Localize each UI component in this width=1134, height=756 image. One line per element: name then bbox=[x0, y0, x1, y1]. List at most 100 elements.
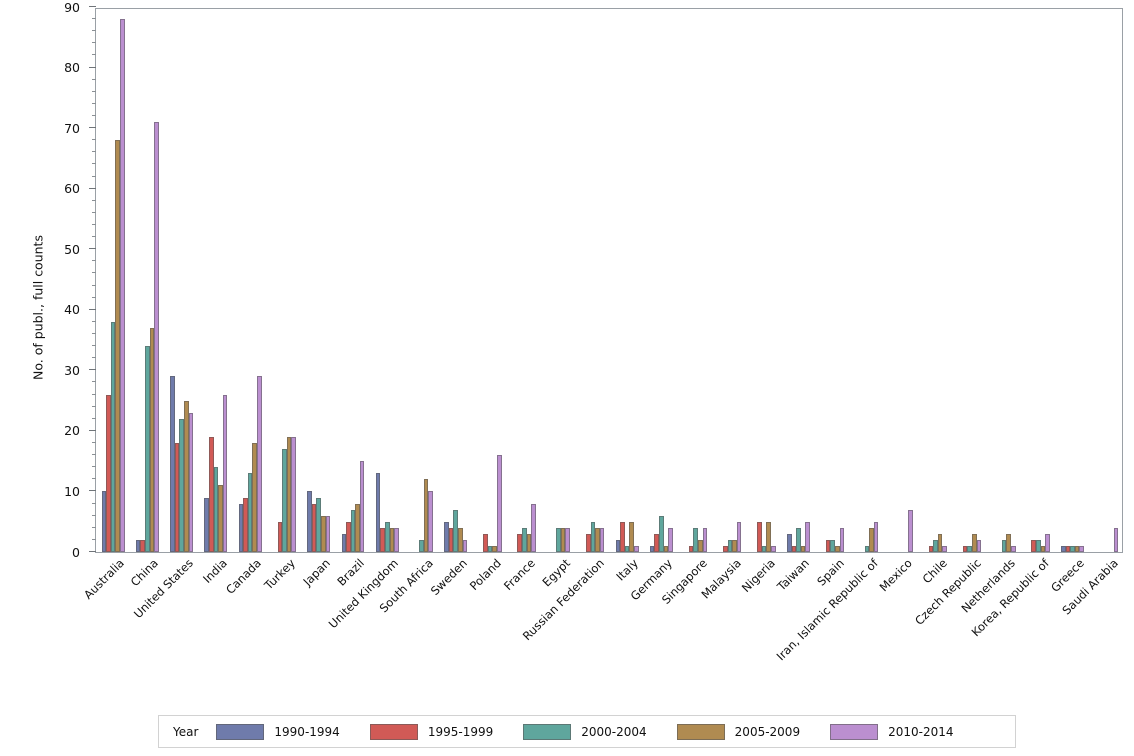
y-axis-minor-tick bbox=[92, 163, 96, 165]
bar bbox=[1113, 527, 1119, 552]
bar bbox=[247, 473, 253, 552]
bar bbox=[723, 545, 728, 552]
bar-group bbox=[1061, 9, 1085, 552]
bar-group bbox=[101, 9, 125, 552]
y-axis-minor-tick bbox=[92, 357, 96, 359]
bar-group bbox=[718, 9, 742, 552]
bar-group bbox=[170, 9, 194, 552]
y-axis-minor-tick bbox=[92, 260, 96, 262]
y-axis-tick-label: 20 bbox=[64, 423, 80, 439]
bar bbox=[145, 346, 150, 552]
x-axis-tick-label: Taiwan bbox=[774, 556, 813, 594]
bar-group bbox=[821, 9, 845, 552]
y-axis-minor-tick bbox=[92, 514, 96, 516]
bar bbox=[1006, 533, 1011, 552]
legend-item[interactable]: 1995-1999 bbox=[369, 723, 493, 740]
bar bbox=[1031, 539, 1037, 552]
x-axis-tick-label: Nigeria bbox=[739, 556, 779, 596]
bar-group bbox=[615, 9, 639, 552]
bar bbox=[599, 527, 605, 552]
bar bbox=[243, 497, 248, 552]
bar bbox=[1065, 545, 1071, 552]
y-axis-minor-tick bbox=[92, 139, 96, 141]
bar bbox=[624, 545, 630, 552]
legend-item[interactable]: 2000-2004 bbox=[523, 723, 647, 740]
bar bbox=[688, 545, 694, 552]
bar bbox=[291, 436, 296, 552]
bar bbox=[384, 521, 390, 552]
x-axis-tick-label: Sweden bbox=[427, 556, 470, 599]
bar bbox=[839, 527, 845, 552]
bar bbox=[972, 533, 977, 552]
bar bbox=[492, 545, 497, 552]
bar bbox=[496, 455, 502, 552]
bar bbox=[238, 503, 244, 552]
bar bbox=[659, 515, 664, 552]
bar bbox=[462, 539, 468, 552]
bar bbox=[307, 491, 312, 552]
bar bbox=[458, 527, 463, 552]
bar bbox=[286, 436, 292, 552]
bar bbox=[620, 521, 625, 552]
y-axis-minor-tick bbox=[92, 345, 96, 347]
legend-label: 2010-2014 bbox=[888, 724, 954, 739]
y-axis-minor-tick bbox=[92, 211, 96, 213]
bar bbox=[444, 521, 449, 552]
y-axis-minor-tick bbox=[92, 405, 96, 407]
bar bbox=[106, 394, 111, 552]
bar bbox=[526, 533, 532, 552]
legend-item[interactable]: 1990-1994 bbox=[216, 723, 340, 740]
y-axis-minor-tick bbox=[92, 199, 96, 201]
y-axis-minor-tick bbox=[92, 320, 96, 322]
y-axis-tick-label: 40 bbox=[64, 302, 80, 318]
x-axis-tick-label: Canada bbox=[223, 556, 265, 597]
bar bbox=[120, 19, 125, 552]
y-axis-minor-tick bbox=[92, 333, 96, 334]
bar bbox=[565, 527, 571, 552]
bar-group bbox=[1095, 9, 1119, 552]
bar bbox=[325, 515, 331, 552]
bar bbox=[252, 443, 258, 552]
x-axis-tick-label: Australia bbox=[81, 556, 128, 602]
y-axis-major-tick bbox=[89, 127, 96, 129]
y-axis-major-tick bbox=[89, 6, 96, 7]
bar bbox=[1045, 533, 1050, 552]
bar bbox=[771, 545, 776, 552]
bar-group bbox=[410, 9, 434, 552]
legend-swatch bbox=[369, 723, 418, 740]
x-axis-tick-label: Poland bbox=[466, 556, 504, 594]
bar bbox=[209, 436, 214, 552]
bar-group bbox=[273, 9, 296, 552]
legend-item[interactable]: 2005-2009 bbox=[676, 723, 800, 740]
bar bbox=[736, 521, 742, 552]
y-axis-tick-label: 80 bbox=[64, 60, 80, 76]
bar bbox=[761, 545, 767, 552]
bar-group bbox=[581, 9, 605, 552]
bar bbox=[791, 545, 797, 552]
bar bbox=[933, 539, 938, 552]
bar bbox=[1061, 545, 1066, 552]
bar bbox=[1040, 545, 1046, 552]
bar bbox=[394, 527, 399, 552]
bar bbox=[825, 539, 831, 552]
bar bbox=[487, 545, 493, 552]
y-axis-minor-tick bbox=[92, 151, 96, 153]
bar-group bbox=[786, 9, 810, 552]
y-axis-major-tick bbox=[89, 66, 96, 68]
bar bbox=[350, 509, 356, 552]
bar bbox=[277, 521, 283, 552]
bar bbox=[663, 545, 669, 552]
bar bbox=[428, 491, 434, 552]
legend-item[interactable]: 2010-2014 bbox=[830, 723, 954, 740]
y-axis-minor-tick bbox=[92, 90, 96, 92]
bar bbox=[962, 545, 968, 552]
bar bbox=[595, 527, 600, 552]
y-axis-minor-tick bbox=[92, 393, 96, 395]
legend: Year 1990-1994 1995-1999 2000-2004 2005-200… bbox=[158, 715, 1016, 748]
bar-group bbox=[238, 9, 262, 552]
bar-group bbox=[753, 9, 776, 552]
y-axis-minor-tick bbox=[92, 42, 96, 44]
bar bbox=[1001, 539, 1007, 552]
legend-swatch bbox=[830, 723, 879, 740]
